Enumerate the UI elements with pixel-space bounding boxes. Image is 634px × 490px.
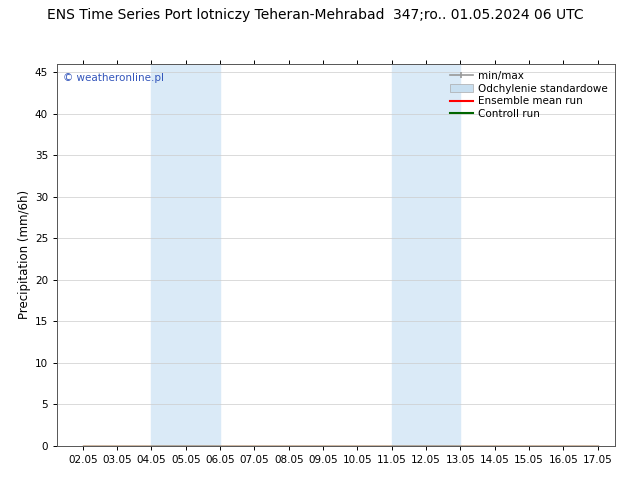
Text: 347;ro.. 01.05.2024 06 UTC: 347;ro.. 01.05.2024 06 UTC bbox=[393, 8, 583, 22]
Bar bbox=[392, 64, 460, 446]
Legend: min/max, Odchylenie standardowe, Ensemble mean run, Controll run: min/max, Odchylenie standardowe, Ensembl… bbox=[448, 69, 610, 121]
Text: ENS Time Series Port lotniczy Teheran-Mehrabad: ENS Time Series Port lotniczy Teheran-Me… bbox=[47, 8, 384, 22]
Text: © weatheronline.pl: © weatheronline.pl bbox=[63, 73, 164, 83]
Y-axis label: Precipitation (mm/6h): Precipitation (mm/6h) bbox=[18, 190, 30, 319]
Bar bbox=[152, 64, 220, 446]
